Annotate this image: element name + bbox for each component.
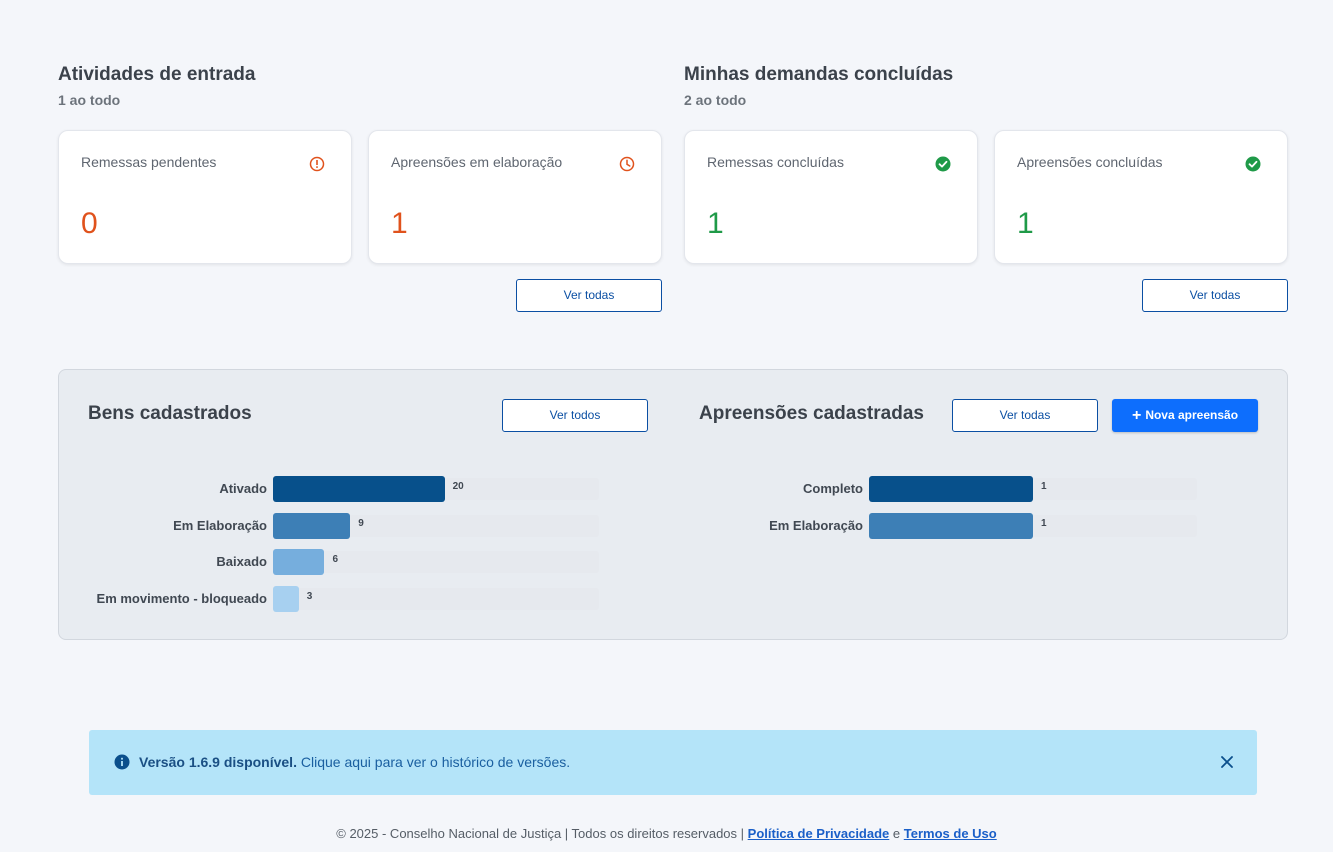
section-subtitle: 2 ao todo <box>684 92 747 108</box>
plus-icon: + <box>1131 407 1142 424</box>
cadastros-panel: Bens cadastrados Ver todos Apreensões ca… <box>58 369 1288 640</box>
nova-apreensao-label: Nova apreensão <box>1145 408 1239 422</box>
alert-circle-icon <box>309 156 325 172</box>
version-text: Versão 1.6.9 disponível. <box>139 754 297 770</box>
bar[interactable] <box>273 586 299 613</box>
card-apreensoes-em-elaboracao[interactable]: Apreensões em elaboração 1 <box>368 130 662 264</box>
bar-track <box>273 551 599 574</box>
nova-apreensao-button[interactable]: + Nova apreensão <box>1112 399 1258 432</box>
bar[interactable] <box>273 549 325 576</box>
section-title: Atividades de entrada <box>58 64 256 85</box>
section-subtitle: 1 ao todo <box>58 92 121 108</box>
bar-value-label: 1 <box>1041 481 1047 492</box>
bar-value-label: 1 <box>1041 517 1047 529</box>
footer: © 2025 - Conselho Nacional de Justiça | … <box>0 826 1333 841</box>
footer-and: e <box>892 826 901 841</box>
card-value: 1 <box>1017 207 1034 240</box>
ver-todas-concluidas-button[interactable]: Ver todas <box>1142 279 1288 312</box>
ver-todas-entrada-button[interactable]: Ver todas <box>516 279 662 312</box>
card-remessas-concluidas[interactable]: Remessas concluídas 1 <box>684 130 978 264</box>
version-history-link[interactable]: Clique aqui para ver o histórico de vers… <box>300 754 571 770</box>
terms-of-use-link[interactable]: Termos de Uso <box>903 826 997 841</box>
bar[interactable] <box>869 476 1033 502</box>
clock-icon <box>619 156 635 172</box>
card-label: Remessas pendentes <box>81 154 217 170</box>
section-title: Minhas demandas concluídas <box>684 64 954 85</box>
bar-label: Completo <box>803 481 863 496</box>
bar-track <box>273 588 599 611</box>
bar-label: Em Elaboração <box>173 517 267 533</box>
bar-value-label: 6 <box>332 554 339 566</box>
info-icon <box>114 754 130 770</box>
check-circle-icon <box>1245 156 1261 172</box>
card-apreensoes-concluidas[interactable]: Apreensões concluídas 1 <box>994 130 1288 264</box>
card-value: 0 <box>81 207 98 240</box>
bar[interactable] <box>869 512 1033 539</box>
card-remessas-pendentes[interactable]: Remessas pendentes 0 <box>58 130 352 264</box>
card-label: Apreensões em elaboração <box>391 154 563 170</box>
close-icon[interactable] <box>1217 752 1237 772</box>
alert-text[interactable]: Versão 1.6.9 disponível. Clique aqui par… <box>139 730 570 795</box>
privacy-policy-link[interactable]: Política de Privacidade <box>747 826 890 841</box>
card-label: Apreensões concluídas <box>1017 154 1163 170</box>
bar[interactable] <box>273 476 445 502</box>
bar-label: Em Elaboração <box>769 517 863 533</box>
footer-copyright: © 2025 - Conselho Nacional de Justiça | … <box>336 826 745 841</box>
bar-label: Ativado <box>219 481 267 496</box>
section-atividades-entrada: Atividades de entrada 1 ao todo Remessas… <box>58 62 662 312</box>
bar-value-label: 3 <box>306 591 313 603</box>
bar-label: Em movimento - bloqueado <box>96 591 267 607</box>
bar-value-label: 20 <box>452 481 464 492</box>
section-demandas-concluidas: Minhas demandas concluídas 2 ao todo Rem… <box>684 62 1288 312</box>
card-value: 1 <box>391 207 408 240</box>
card-value: 1 <box>707 207 724 240</box>
apreensoes-cadastradas-title: Apreensões cadastradas <box>699 403 924 424</box>
bar-label: Baixado <box>216 554 267 570</box>
card-label: Remessas concluídas <box>707 154 844 170</box>
bar[interactable] <box>273 512 351 539</box>
bar-track <box>273 514 599 537</box>
ver-todos-bens-button[interactable]: Ver todos <box>502 399 648 432</box>
version-alert: Versão 1.6.9 disponível. Clique aqui par… <box>89 730 1257 795</box>
bens-cadastrados-title: Bens cadastrados <box>88 403 252 424</box>
bar-value-label: 9 <box>358 517 364 529</box>
ver-todas-apreensoes-button[interactable]: Ver todas <box>952 399 1098 432</box>
check-circle-icon <box>935 156 951 172</box>
